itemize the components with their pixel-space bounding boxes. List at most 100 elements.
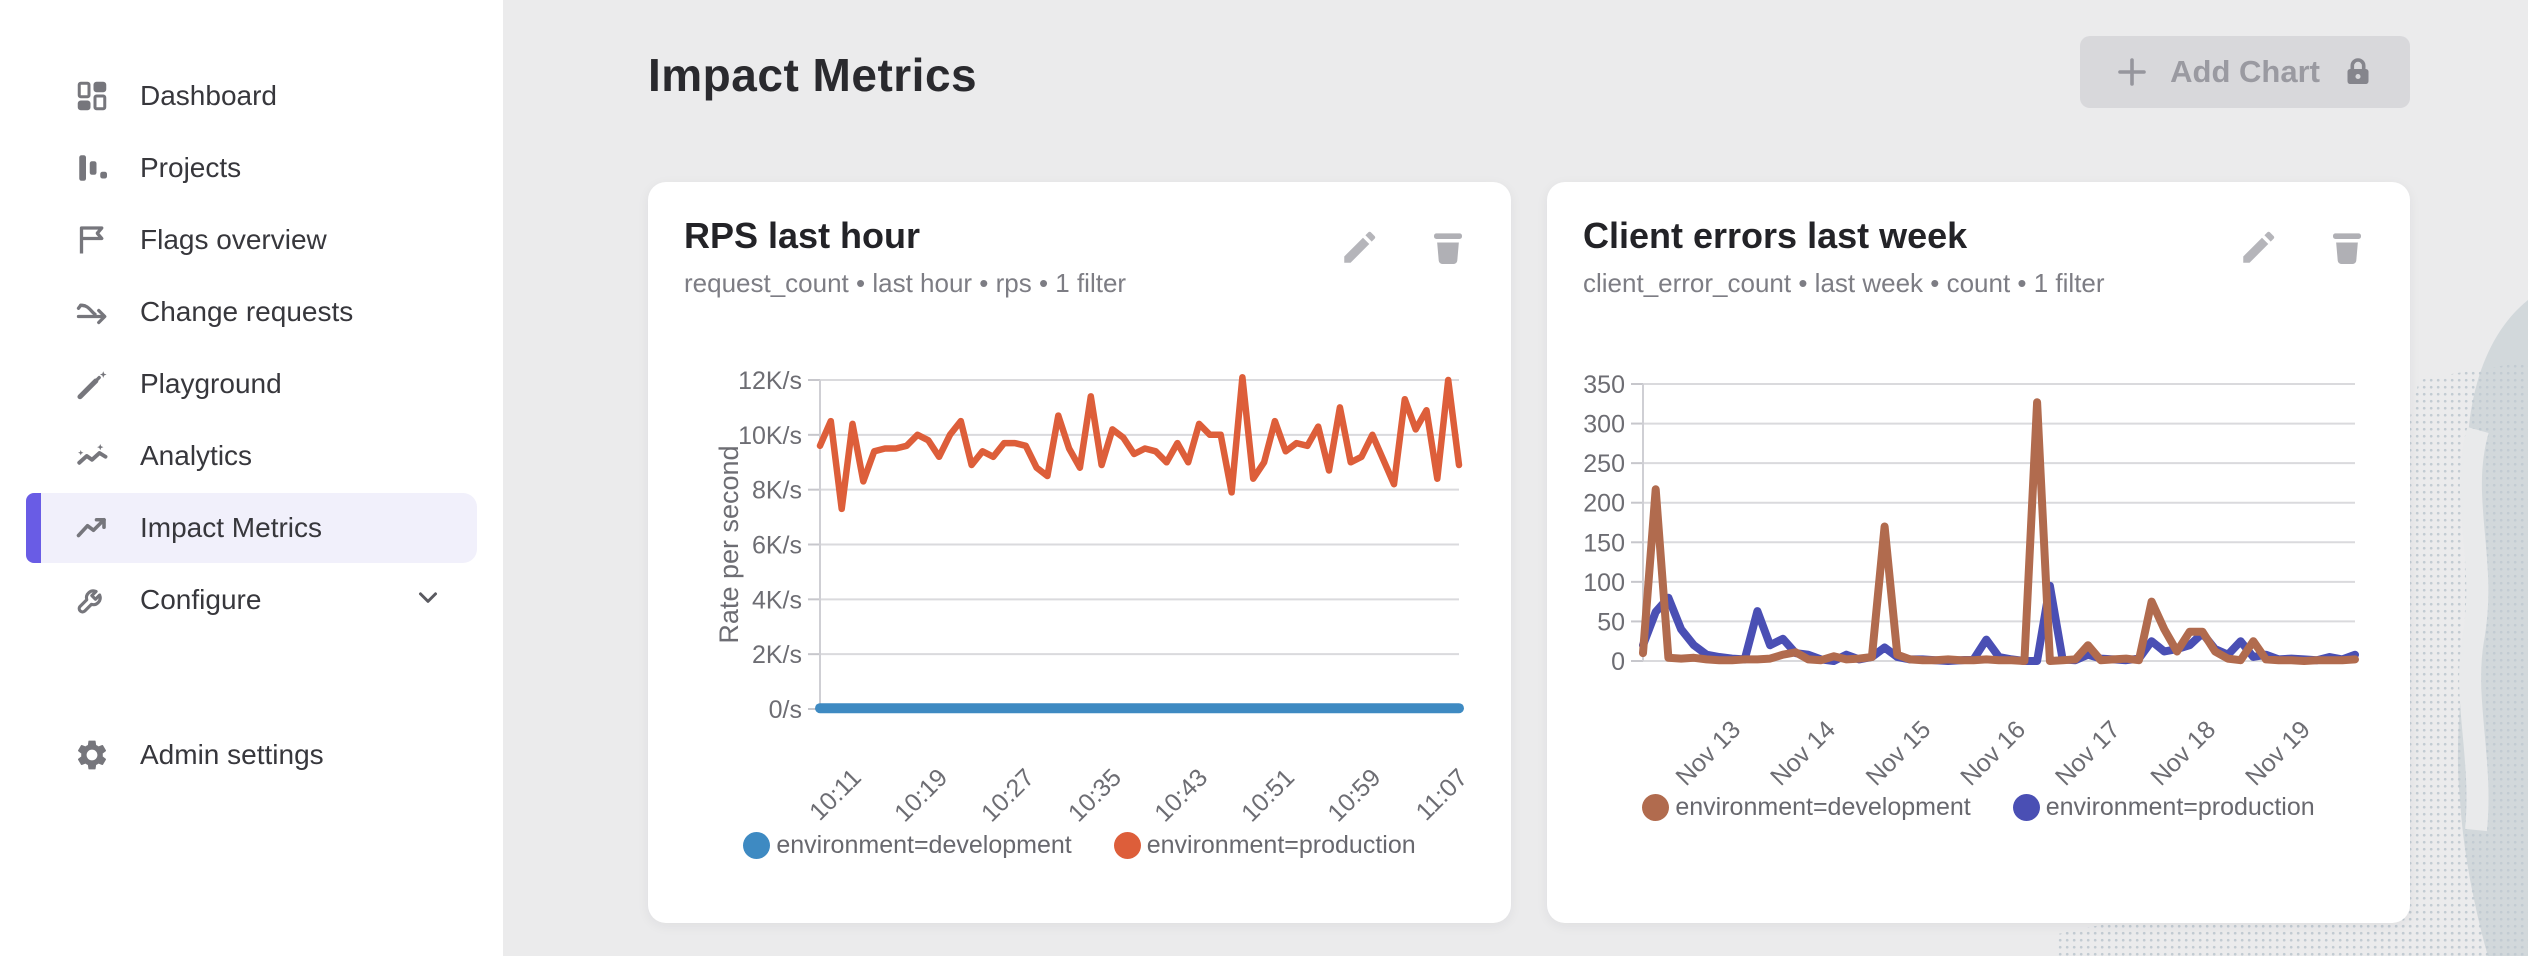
svg-text:Nov 19: Nov 19 bbox=[2240, 715, 2316, 791]
legend-item[interactable]: environment=development bbox=[1642, 793, 1971, 822]
sidebar-item-admin-settings[interactable]: Admin settings bbox=[26, 720, 477, 790]
chart-cards-row: RPS last hour request_count • last hour … bbox=[648, 182, 2410, 923]
card-header: Client errors last week client_error_cou… bbox=[1583, 214, 2374, 300]
legend-dot-icon bbox=[1642, 794, 1670, 821]
legend-item[interactable]: environment=production bbox=[1113, 831, 1416, 860]
add-chart-button[interactable]: Add Chart bbox=[2080, 36, 2410, 108]
svg-text:2K/s: 2K/s bbox=[752, 641, 802, 669]
svg-text:0: 0 bbox=[1611, 648, 1625, 676]
sidebar-item-label: Analytics bbox=[140, 440, 253, 471]
svg-text:350: 350 bbox=[1583, 371, 1625, 399]
flag-icon bbox=[74, 222, 110, 258]
page-header: Impact Metrics Add Chart bbox=[648, 36, 2410, 108]
svg-text:10:27: 10:27 bbox=[976, 763, 1040, 827]
plus-icon bbox=[2114, 54, 2150, 90]
sparkle-trend-icon bbox=[74, 438, 110, 474]
svg-text:10:51: 10:51 bbox=[1236, 763, 1300, 827]
card-actions bbox=[2238, 226, 2374, 300]
card-header: RPS last hour request_count • last hour … bbox=[684, 214, 1475, 300]
legend-label: environment=production bbox=[1146, 831, 1416, 859]
card-subtitle: request_count • last hour • rps • 1 filt… bbox=[684, 268, 1127, 298]
sidebar-item-flags-overview[interactable]: Flags overview bbox=[26, 205, 477, 275]
svg-text:Nov 16: Nov 16 bbox=[1955, 715, 2031, 791]
svg-text:11:07: 11:07 bbox=[1411, 763, 1474, 826]
sidebar-item-projects[interactable]: Projects bbox=[26, 133, 477, 203]
selected-indicator-bar bbox=[26, 493, 41, 563]
main-content: Impact Metrics Add Chart RPS las bbox=[503, 0, 2528, 956]
card-title: Client errors last week bbox=[1583, 215, 1968, 256]
pencil-icon bbox=[2243, 231, 2275, 263]
svg-text:Nov 14: Nov 14 bbox=[1765, 715, 1841, 791]
svg-text:10:11: 10:11 bbox=[804, 763, 867, 826]
client-errors-chart: 0 50 100 150 200 250 300 350 Nov 13 Nov 14 Nov 15 N… bbox=[1583, 324, 2374, 791]
svg-text:150: 150 bbox=[1583, 529, 1625, 557]
svg-text:50: 50 bbox=[1597, 608, 1625, 636]
legend-label: environment=production bbox=[2045, 793, 2315, 821]
sidebar-item-label: Projects bbox=[140, 152, 242, 183]
svg-text:10:19: 10:19 bbox=[889, 763, 953, 827]
add-chart-label: Add Chart bbox=[2170, 54, 2320, 89]
card-title: RPS last hour bbox=[684, 215, 921, 256]
trend-up-icon bbox=[74, 510, 110, 546]
sidebar-item-impact-metrics[interactable]: Impact Metrics bbox=[26, 493, 477, 563]
sidebar-item-label: Dashboard bbox=[140, 80, 277, 111]
svg-text:Nov 13: Nov 13 bbox=[1670, 715, 1746, 791]
card-subtitle: client_error_count • last week • count •… bbox=[1583, 268, 2105, 298]
sidebar-item-label: Admin settings bbox=[140, 739, 324, 770]
sidebar-item-label: Change requests bbox=[140, 296, 354, 327]
trash-icon bbox=[2333, 233, 2361, 264]
chevron-down-icon bbox=[413, 582, 443, 619]
wrench-icon bbox=[74, 582, 110, 618]
chart-card-rps: RPS last hour request_count • last hour … bbox=[648, 182, 1511, 923]
edit-chart-button[interactable] bbox=[2238, 226, 2280, 268]
trash-icon bbox=[1434, 233, 1462, 264]
svg-text:200: 200 bbox=[1583, 490, 1625, 518]
legend-label: environment=development bbox=[1675, 793, 1971, 821]
sidebar-item-configure[interactable]: Configure bbox=[26, 565, 477, 635]
svg-text:10:35: 10:35 bbox=[1063, 763, 1127, 827]
dashboard-icon bbox=[74, 78, 110, 114]
page-title: Impact Metrics bbox=[648, 49, 978, 101]
svg-text:Nov 15: Nov 15 bbox=[1861, 715, 1937, 791]
legend-item[interactable]: environment=production bbox=[2012, 793, 2315, 822]
sidebar-item-label: Impact Metrics bbox=[140, 512, 323, 543]
pencil-icon bbox=[1344, 231, 1376, 263]
merge-arrows-icon bbox=[74, 294, 110, 330]
delete-chart-button[interactable] bbox=[2326, 226, 2368, 268]
chart-card-client-errors: Client errors last week client_error_cou… bbox=[1547, 182, 2410, 923]
legend-dot-icon bbox=[743, 832, 771, 859]
sidebar-item-label: Configure bbox=[140, 584, 262, 615]
svg-text:Nov 17: Nov 17 bbox=[2050, 715, 2126, 791]
legend-item[interactable]: environment=development bbox=[743, 831, 1072, 860]
sidebar-item-playground[interactable]: Playground bbox=[26, 349, 477, 419]
svg-text:8K/s: 8K/s bbox=[752, 477, 802, 505]
legend-dot-icon bbox=[2012, 794, 2040, 821]
svg-text:6K/s: 6K/s bbox=[752, 532, 802, 560]
chart-legend: environment=development environment=produ… bbox=[1583, 793, 2374, 822]
gear-icon bbox=[74, 737, 110, 773]
svg-text:300: 300 bbox=[1583, 411, 1625, 439]
svg-text:10:59: 10:59 bbox=[1322, 763, 1386, 827]
bar-chart-icon bbox=[74, 150, 110, 186]
legend-dot-icon bbox=[1113, 832, 1141, 859]
chart-legend: environment=development environment=produ… bbox=[684, 831, 1475, 860]
sidebar: Dashboard Projects Flags overview bbox=[0, 0, 503, 956]
edit-chart-button[interactable] bbox=[1339, 226, 1381, 268]
card-actions bbox=[1339, 226, 1475, 300]
delete-chart-button[interactable] bbox=[1427, 226, 1469, 268]
sidebar-item-analytics[interactable]: Analytics bbox=[26, 421, 477, 491]
sidebar-item-change-requests[interactable]: Change requests bbox=[26, 277, 477, 347]
rps-chart: 0/s 2K/s 4K/s 6K/s 8K/s 10K/s 12K/s 10:11 10:19 1… bbox=[684, 324, 1475, 829]
svg-text:10K/s: 10K/s bbox=[738, 422, 802, 450]
svg-text:Nov 18: Nov 18 bbox=[2145, 715, 2221, 791]
magic-wand-icon bbox=[74, 366, 110, 402]
svg-text:10:43: 10:43 bbox=[1149, 763, 1213, 827]
svg-text:4K/s: 4K/s bbox=[752, 586, 802, 614]
svg-text:Rate per second: Rate per second bbox=[714, 445, 744, 643]
sidebar-item-label: Flags overview bbox=[140, 224, 327, 255]
lock-icon bbox=[2340, 54, 2376, 90]
svg-text:0/s: 0/s bbox=[769, 696, 802, 724]
svg-text:12K/s: 12K/s bbox=[738, 367, 802, 395]
sidebar-item-dashboard[interactable]: Dashboard bbox=[26, 61, 477, 131]
sidebar-item-label: Playground bbox=[140, 368, 282, 399]
